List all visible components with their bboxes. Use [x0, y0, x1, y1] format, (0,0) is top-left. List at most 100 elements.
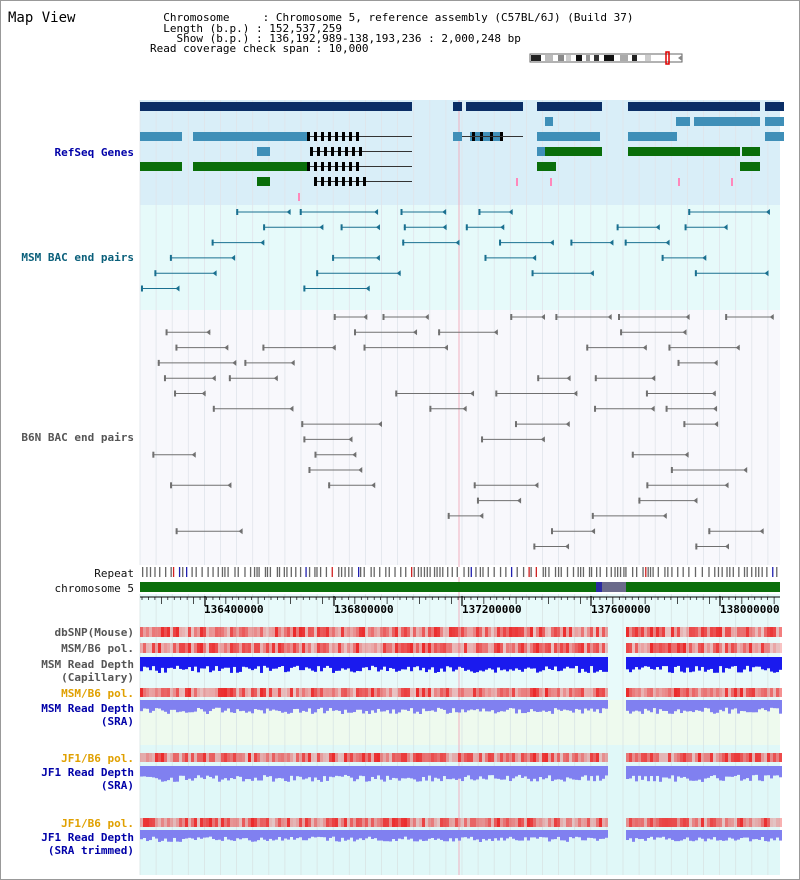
polymorphism-bin: [245, 627, 248, 637]
polymorphism-bin: [449, 688, 452, 697]
polymorphism-bin: [434, 627, 437, 637]
gene-exon: [359, 147, 362, 156]
track-label-jf1-depth-trimmed[interactable]: JF1 Read Depth (SRA trimmed): [41, 831, 134, 857]
polymorphism-bin: [767, 643, 770, 653]
polymorphism-bin: [326, 688, 329, 697]
polymorphism-bin: [521, 818, 524, 827]
read-depth-bin: [374, 657, 377, 668]
polymorphism-bin: [494, 627, 497, 637]
read-depth-bin: [383, 657, 386, 667]
read-depth-bin: [305, 700, 308, 712]
polymorphism-bin: [671, 818, 674, 827]
track-label-dbsnp[interactable]: dbSNP(Mouse): [54, 626, 134, 639]
read-depth-bin: [497, 830, 500, 841]
bac-end: [238, 528, 243, 535]
polymorphism-bin: [185, 627, 188, 637]
polymorphism-bin: [398, 753, 401, 762]
track-label-jf1-pol[interactable]: JF1/B6 pol.: [61, 752, 134, 765]
repeat-element: [746, 567, 748, 577]
polymorphism-bin: [359, 818, 362, 827]
repeat-element: [761, 567, 763, 577]
chromosome-ideogram[interactable]: [529, 51, 683, 65]
polymorphism-bin: [401, 818, 404, 827]
read-depth-bin: [491, 657, 494, 670]
read-depth-bin: [245, 657, 248, 668]
repeat-element: [776, 567, 778, 577]
bac-end: [174, 390, 177, 397]
read-depth-bin: [401, 700, 404, 710]
polymorphism-bin: [449, 643, 452, 653]
read-depth-bin: [368, 657, 371, 671]
b6n-bac-track-bg: [140, 310, 780, 565]
bac-end: [400, 209, 403, 215]
polymorphism-bin: [698, 688, 701, 697]
read-depth-bin: [302, 830, 305, 841]
polymorphism-bin: [773, 818, 776, 827]
polymorphism-bin: [536, 688, 539, 697]
read-depth-bin: [278, 700, 281, 712]
read-depth-bin: [395, 830, 398, 841]
read-depth-bin: [776, 830, 779, 838]
track-label-jf1-depth[interactable]: JF1 Read Depth (SRA): [41, 766, 134, 792]
read-depth-bin: [251, 657, 254, 671]
polymorphism-bin: [446, 753, 449, 762]
polymorphism-bin: [233, 643, 236, 653]
repeat-element: [579, 567, 582, 577]
read-depth-bin: [257, 700, 260, 710]
polymorphism-bin: [227, 818, 230, 827]
read-depth-bin: [635, 657, 638, 668]
track-label-msm-pol-sra[interactable]: MSM/B6 pol.: [61, 687, 134, 700]
read-depth-bin: [437, 700, 440, 708]
bac-end: [303, 436, 306, 443]
track-label-line2: (SRA trimmed): [47, 844, 134, 857]
ruler-tick-label: 136400000: [204, 603, 264, 616]
read-depth-bin: [284, 657, 287, 673]
read-depth-bin: [350, 830, 353, 838]
track-label-msm-depth-sra[interactable]: MSM Read Depth (SRA): [41, 702, 134, 728]
read-depth-bin: [773, 830, 776, 841]
repeat-element: [338, 567, 340, 577]
read-depth-bin: [503, 766, 506, 780]
polymorphism-bin: [311, 753, 314, 762]
repeat-element: [726, 567, 728, 577]
polymorphism-bin: [290, 818, 293, 827]
polymorphism-bin: [674, 688, 677, 697]
read-depth-bin: [569, 766, 572, 779]
polymorphism-bin: [278, 688, 281, 697]
read-depth-bin: [509, 766, 512, 782]
track-label-refseq[interactable]: RefSeq Genes: [54, 146, 134, 159]
read-depth-bin: [761, 830, 764, 837]
bac-end: [354, 329, 357, 336]
polymorphism-bin: [719, 753, 722, 762]
track-label-chromosome[interactable]: chromosome 5: [54, 582, 134, 595]
polymorphism-bin: [476, 627, 479, 637]
polymorphism-bin: [530, 818, 533, 827]
track-label-jf1-pol-trimmed[interactable]: JF1/B6 pol.: [61, 817, 134, 830]
track-label-msm-pol-capillary[interactable]: MSM/B6 pol.: [61, 642, 134, 655]
read-depth-bin: [674, 830, 677, 842]
bac-end: [725, 314, 728, 320]
polymorphism-bin: [512, 818, 515, 827]
polymorphism-bin: [176, 627, 179, 637]
polymorphism-bin: [149, 688, 152, 697]
repeat-element: [146, 567, 148, 577]
track-label-repeat[interactable]: Repeat: [94, 567, 134, 580]
read-depth-bin: [332, 766, 335, 778]
read-depth-bin: [164, 766, 167, 782]
read-depth-bin: [581, 830, 584, 841]
read-depth-bin: [599, 657, 602, 671]
polymorphism-bin: [638, 818, 641, 827]
read-depth-bin: [548, 766, 551, 776]
read-depth-bin: [479, 700, 482, 712]
track-label-msm-depth-capillary[interactable]: MSM Read Depth (Capillary): [41, 658, 134, 684]
track-label-msm-bac[interactable]: MSM BAC end pairs: [21, 251, 134, 264]
repeat-element: [388, 567, 390, 577]
polymorphism-bin: [323, 643, 326, 653]
repeat-element: [283, 567, 285, 577]
polymorphism-bin: [686, 753, 689, 762]
track-label-b6n-bac[interactable]: B6N BAC end pairs: [21, 431, 134, 444]
read-depth-bin: [149, 766, 152, 777]
read-depth-bin: [326, 766, 329, 781]
polymorphism-bin: [365, 688, 368, 697]
